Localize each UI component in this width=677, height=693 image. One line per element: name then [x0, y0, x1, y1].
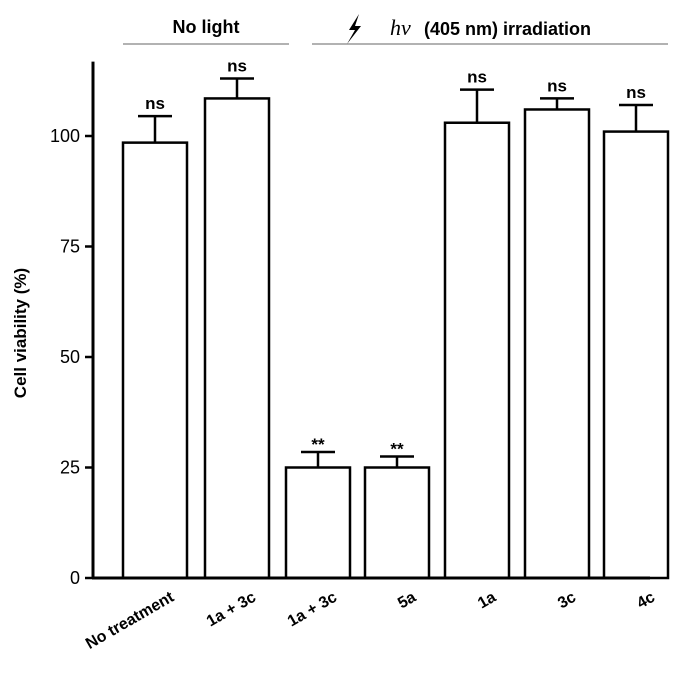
x-tick-label: 4c: [634, 589, 658, 613]
x-tick-label: 1a + 3c: [285, 589, 340, 631]
significance-label: ns: [626, 83, 646, 102]
bar: [445, 123, 509, 578]
bar: [604, 132, 668, 578]
x-tick-label: 3c: [555, 589, 579, 613]
hv-symbol: hν: [390, 15, 411, 40]
y-tick-label: 0: [70, 568, 80, 588]
x-tick-label: 1a: [475, 589, 499, 613]
y-tick-label: 25: [60, 458, 80, 478]
significance-label: ns: [547, 76, 567, 95]
x-tick-label: No treatment: [83, 588, 178, 652]
lightning-icon: [347, 14, 361, 44]
significance-label: **: [390, 439, 404, 458]
bar: [205, 98, 269, 578]
y-tick-label: 100: [50, 126, 80, 146]
y-axis-label: Cell viability (%): [11, 268, 30, 398]
x-tick-label: 5a: [395, 589, 419, 613]
y-tick-label: 50: [60, 347, 80, 367]
bar: [525, 109, 589, 578]
significance-label: **: [311, 435, 325, 454]
significance-label: ns: [467, 68, 487, 87]
significance-label: ns: [227, 57, 247, 76]
bar: [123, 143, 187, 578]
y-tick-label: 75: [60, 237, 80, 257]
bar: [365, 468, 429, 579]
x-tick-label: 1a + 3c: [204, 589, 259, 631]
group-label: (405 nm) irradiation: [424, 19, 591, 39]
significance-label: ns: [145, 94, 165, 113]
group-label: No light: [173, 17, 240, 37]
bar: [286, 468, 350, 579]
bars: ns ns ** ** ns ns ns: [123, 57, 668, 578]
group-headers: No light hν (405 nm) irradiation: [123, 14, 668, 44]
